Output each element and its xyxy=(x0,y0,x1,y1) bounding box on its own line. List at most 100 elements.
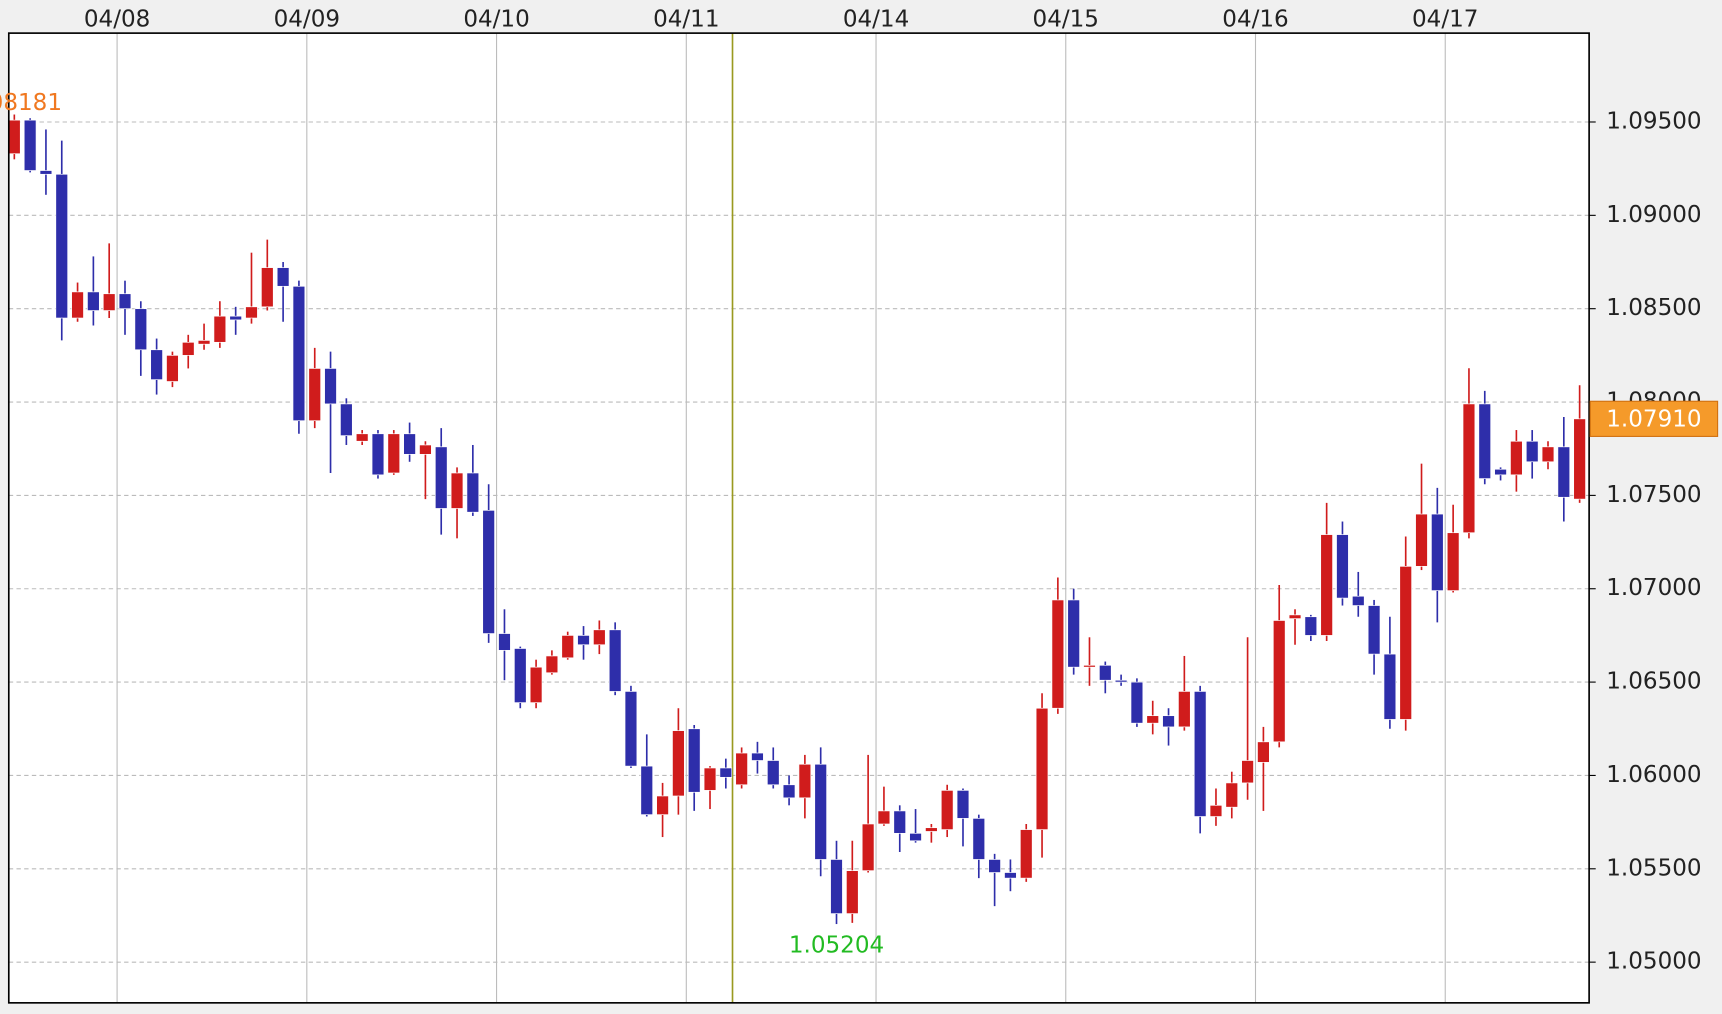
candle-body xyxy=(1288,614,1302,619)
candle-body xyxy=(355,433,369,442)
candle-body xyxy=(909,832,922,842)
candle-body xyxy=(1146,715,1159,724)
candle-body xyxy=(846,870,859,914)
candle-body xyxy=(814,763,827,860)
candle-body xyxy=(1541,446,1555,463)
candle-body xyxy=(197,340,211,345)
candle-body xyxy=(719,767,733,778)
candle-body xyxy=(324,368,337,405)
labels: 1.05000 1.05500 1.06000 1.06500 1.07000 1.075… xyxy=(0,6,1719,975)
candle-body xyxy=(735,752,748,786)
candle-body xyxy=(940,790,954,830)
candle-body xyxy=(1114,679,1128,683)
candle-body xyxy=(1510,440,1523,476)
candle-body xyxy=(1573,418,1586,500)
candle-body xyxy=(434,446,448,509)
candle-body xyxy=(308,368,321,422)
candle-body xyxy=(1462,403,1476,534)
candle-body xyxy=(751,752,764,761)
candle-body xyxy=(545,655,559,674)
candle-body xyxy=(640,765,654,815)
y-tick-label: 1.09000 xyxy=(1606,202,1701,228)
candle-body xyxy=(893,810,907,834)
candle-body xyxy=(766,760,780,786)
candle-body xyxy=(134,308,148,351)
candle-body xyxy=(988,859,1001,873)
candle-body xyxy=(292,285,306,422)
candle-body xyxy=(1225,782,1239,808)
candle-body xyxy=(1272,620,1286,743)
x-tick-label: 04/17 xyxy=(1412,6,1478,32)
candle-body xyxy=(624,691,638,767)
candle-body xyxy=(150,349,163,380)
min-label: 1.05204 xyxy=(789,933,884,959)
candle-body xyxy=(1257,741,1270,763)
candle-body xyxy=(8,119,21,155)
y-tick-label: 1.06000 xyxy=(1606,762,1701,788)
last-price-label: 1.07910 xyxy=(1606,406,1701,432)
candle-body xyxy=(514,648,527,703)
candle-body xyxy=(118,293,132,310)
candle-body xyxy=(593,629,606,646)
candle-body xyxy=(1557,446,1571,498)
candles xyxy=(8,114,1586,925)
candle-body xyxy=(245,306,258,319)
candle-body xyxy=(1320,534,1333,636)
candle-body xyxy=(1304,616,1318,636)
candle-body xyxy=(577,635,590,646)
candle-body xyxy=(466,472,480,513)
candle-body xyxy=(87,291,100,311)
candle-body xyxy=(340,403,353,436)
candle-body xyxy=(1083,664,1096,668)
last-price-tag xyxy=(1589,400,1719,437)
candle-body xyxy=(419,444,432,455)
candle-body xyxy=(55,173,69,319)
plot-area xyxy=(8,33,1590,1003)
candle-body xyxy=(972,818,986,860)
x-tick-label: 04/09 xyxy=(274,6,340,32)
x-tick-label: 04/08 xyxy=(84,6,150,32)
candle-body xyxy=(956,790,970,819)
candle-body xyxy=(1019,829,1033,879)
candle-body xyxy=(782,784,796,799)
candle-body xyxy=(39,170,53,175)
candle-body xyxy=(1525,440,1539,463)
candle-body xyxy=(213,315,227,343)
candle-body xyxy=(403,433,416,455)
candle-body xyxy=(71,291,84,319)
candle-body xyxy=(561,635,574,659)
candle-body xyxy=(387,433,401,474)
candle-body xyxy=(450,472,464,509)
candle-body xyxy=(371,433,385,476)
x-tick-label: 04/16 xyxy=(1222,6,1288,32)
max-label: 1.08181 xyxy=(0,90,62,116)
candle-body xyxy=(830,859,843,914)
y-tick-label: 1.07500 xyxy=(1606,482,1701,508)
y-tick-label: 1.09500 xyxy=(1606,108,1701,134)
candle-body xyxy=(1067,599,1080,668)
candle-body xyxy=(23,119,37,171)
x-tick-label: 04/11 xyxy=(653,6,719,32)
candle-body xyxy=(1367,605,1381,655)
candle-body xyxy=(1193,691,1207,817)
candle-body xyxy=(1162,715,1175,728)
plot-border xyxy=(7,32,1590,1004)
candle-body xyxy=(102,293,116,311)
candle-body xyxy=(1446,532,1460,591)
candle-body xyxy=(1209,804,1223,817)
candle-body xyxy=(1399,566,1412,720)
candle-body xyxy=(1494,468,1507,476)
candle-body xyxy=(1336,534,1349,599)
candle-body xyxy=(1178,691,1191,728)
y-tick-label: 1.06500 xyxy=(1606,669,1701,695)
candle-body xyxy=(181,341,195,356)
candle-body xyxy=(1099,664,1112,681)
candle-body xyxy=(1383,653,1397,720)
y-tick-label: 1.08500 xyxy=(1606,295,1701,321)
candle-body xyxy=(877,810,891,825)
candle-body xyxy=(656,795,669,815)
candle-body xyxy=(1051,599,1065,709)
candle-body xyxy=(1478,403,1492,479)
